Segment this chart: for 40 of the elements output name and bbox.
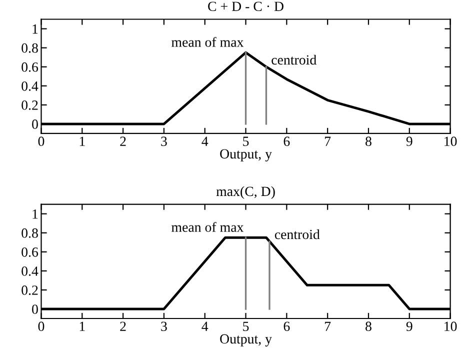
x-tick-label: 9 [406, 322, 412, 332]
x-tick-label: 6 [284, 136, 290, 146]
x-tick-label: 7 [325, 322, 331, 331]
x-tick-label: 1 [80, 322, 85, 331]
y-tick-label: 1 [32, 24, 38, 34]
x-tick-label: 10 [444, 136, 457, 146]
x-tick-label: 4 [202, 322, 208, 331]
y-tick-label: 0 [32, 304, 38, 314]
x-tick-label: 10 [444, 322, 457, 332]
x-axis-title: Output, y [220, 334, 272, 346]
ref-line-label: centroid [272, 54, 316, 65]
x-tick-label: 7 [325, 136, 331, 146]
y-tick-label: 0.4 [22, 81, 38, 91]
x-tick-label: 5 [243, 322, 249, 332]
y-tick-label: 0.6 [22, 247, 38, 257]
ref-line-label: mean of max [172, 222, 244, 232]
x-tick-label: 1 [80, 136, 85, 146]
x-axis-title: Output, y [220, 149, 272, 162]
y-tick-label: 0.4 [22, 266, 38, 276]
y-tick-label: 0.8 [22, 43, 38, 53]
y-tick-label: 1 [32, 209, 38, 219]
ref-line-label: mean of max [172, 36, 244, 47]
x-tick-label: 9 [406, 136, 412, 146]
y-tick-label: 0.2 [22, 100, 38, 110]
y-tick-label: 0.8 [22, 228, 38, 238]
x-tick-label: 8 [366, 322, 372, 332]
y-tick-label: 0.2 [22, 286, 38, 295]
x-tick-label: 6 [284, 322, 290, 332]
x-tick-label: 2 [120, 322, 126, 331]
x-tick-label: 2 [120, 136, 126, 146]
x-tick-label: 4 [202, 136, 208, 146]
chart-title: max(C, D) [216, 186, 275, 199]
x-tick-label: 5 [243, 136, 249, 146]
y-tick-label: 0.6 [22, 62, 38, 72]
y-tick-label: 0 [32, 120, 38, 129]
x-tick-label: 3 [161, 136, 167, 146]
x-tick-label: 8 [366, 136, 372, 146]
chart-title: C + D - C · D [208, 2, 284, 12]
ref-line-label: centroid [274, 229, 320, 240]
x-tick-label: 3 [161, 322, 167, 332]
